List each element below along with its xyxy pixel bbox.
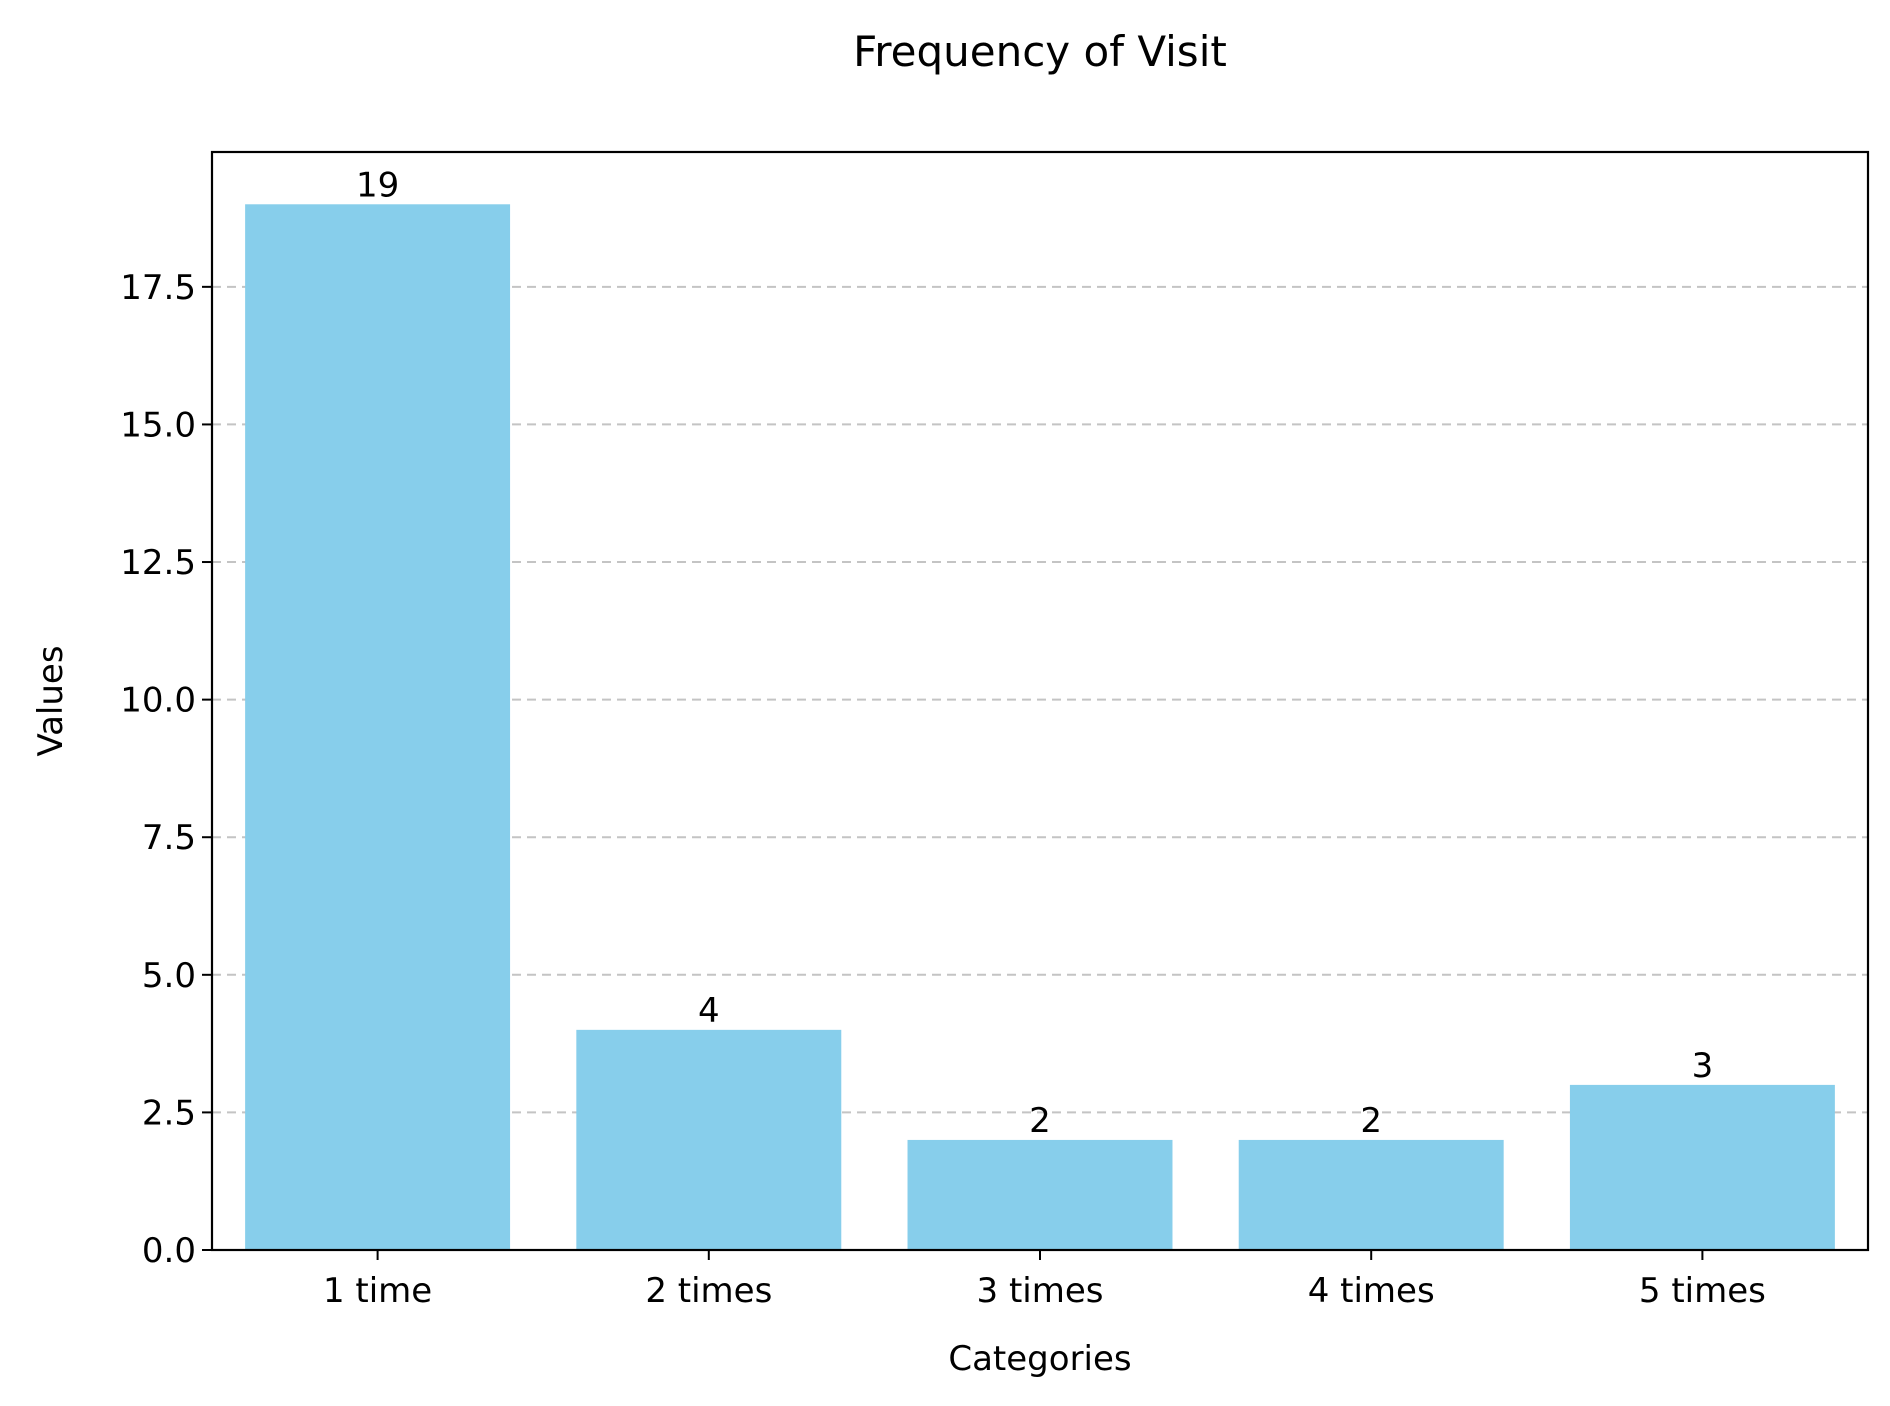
bar bbox=[1238, 1139, 1504, 1250]
y-tick-label: 10.0 bbox=[120, 681, 196, 721]
x-tick-label: 2 times bbox=[645, 1271, 772, 1311]
data-label: 2 bbox=[1360, 1101, 1382, 1141]
data-label: 3 bbox=[1692, 1046, 1714, 1086]
y-tick-label: 2.5 bbox=[142, 1093, 196, 1133]
y-tick-label: 12.5 bbox=[120, 543, 196, 583]
x-tick-label: 1 time bbox=[323, 1271, 432, 1311]
x-tick-label: 4 times bbox=[1308, 1271, 1435, 1311]
data-label: 2 bbox=[1029, 1101, 1051, 1141]
data-label: 4 bbox=[698, 991, 720, 1031]
y-tick-label: 5.0 bbox=[142, 956, 196, 996]
chart-title: Frequency of Visit bbox=[853, 27, 1227, 76]
y-tick-label: 17.5 bbox=[120, 268, 196, 308]
bar bbox=[245, 204, 511, 1250]
x-axis-label: Categories bbox=[948, 1339, 1131, 1379]
y-tick-label: 15.0 bbox=[120, 405, 196, 445]
bar bbox=[576, 1029, 842, 1250]
bar bbox=[907, 1139, 1173, 1250]
y-tick-label: 0.0 bbox=[142, 1231, 196, 1271]
y-axis-ticks: 0.0 2.5 5.0 7.5 10.0 12.5 15.0 17.5 bbox=[120, 268, 212, 1271]
bars bbox=[245, 204, 1835, 1250]
data-labels: 19 4 2 2 3 bbox=[356, 165, 1713, 1141]
data-label: 19 bbox=[356, 165, 399, 205]
y-tick-label: 7.5 bbox=[142, 818, 196, 858]
x-tick-label: 5 times bbox=[1639, 1271, 1766, 1311]
bar bbox=[1569, 1084, 1835, 1250]
y-axis-label: Values bbox=[31, 645, 71, 756]
x-tick-label: 3 times bbox=[977, 1271, 1104, 1311]
x-axis-ticks: 1 time 2 times 3 times 4 times 5 times bbox=[323, 1250, 1766, 1311]
